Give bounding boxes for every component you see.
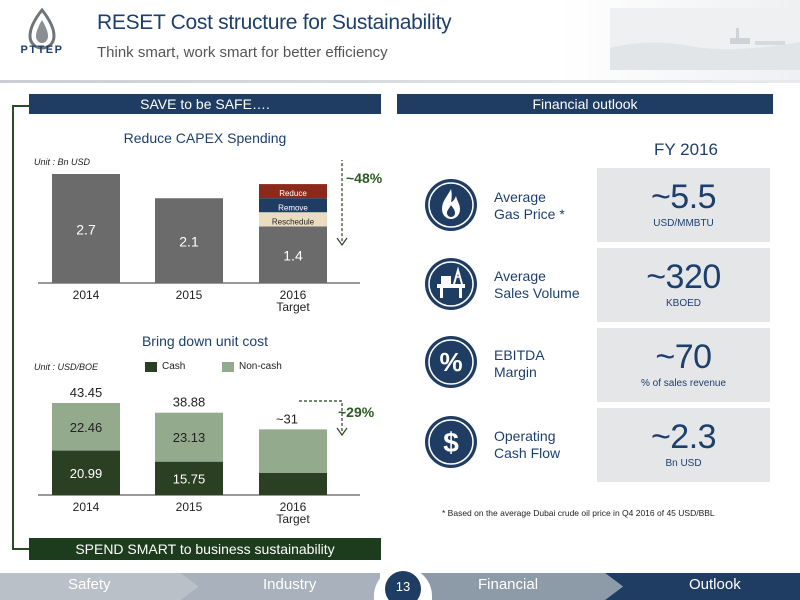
metric-unit: KBOED bbox=[665, 298, 701, 309]
bar bbox=[259, 226, 327, 283]
bar-cash bbox=[259, 472, 327, 495]
bracket-line bbox=[12, 548, 32, 550]
footer-step-industry: Industry bbox=[263, 576, 317, 593]
bar-cash bbox=[155, 461, 223, 495]
bar-cash bbox=[52, 450, 120, 495]
bar bbox=[155, 198, 223, 283]
metric-label-line: Operating bbox=[494, 428, 556, 444]
bar-segment bbox=[259, 212, 327, 227]
header-scenery-graphic bbox=[610, 8, 800, 70]
bar-noncash bbox=[155, 412, 223, 462]
change-arrow-icon bbox=[336, 237, 348, 247]
footer-step-outlook: Outlook bbox=[689, 576, 741, 593]
bracket-line bbox=[12, 105, 32, 107]
page-number: 13 bbox=[385, 571, 421, 600]
financial-outlook-banner: Financial outlook bbox=[397, 94, 773, 114]
change-arrow-icon bbox=[336, 427, 348, 437]
data-label-noncash: 22.46 bbox=[70, 420, 103, 435]
change-label: ~29% bbox=[338, 404, 375, 420]
page-title: RESET Cost structure for Sustainability bbox=[97, 11, 452, 34]
x-tick-label: 2015 bbox=[176, 500, 203, 514]
data-label-cash: 20.99 bbox=[70, 466, 103, 481]
x-tick-label: 2014 bbox=[73, 500, 100, 514]
metric-box-ebitda: ~70 % of sales revenue bbox=[597, 328, 770, 404]
metric-unit: USD/MMBTU bbox=[653, 218, 714, 229]
metric-label-line: Cash Flow bbox=[494, 445, 561, 461]
metric-label-line: Average bbox=[494, 189, 546, 205]
header-divider bbox=[0, 80, 800, 83]
bar-noncash bbox=[259, 429, 327, 473]
metric-label-gas-price: Average Gas Price * bbox=[494, 189, 565, 223]
x-tick-label: Target bbox=[276, 300, 310, 314]
bracket-line bbox=[12, 105, 14, 550]
change-bracket bbox=[341, 160, 343, 243]
legend-swatch-cash bbox=[145, 362, 157, 372]
data-label-noncash: 23.13 bbox=[173, 430, 206, 445]
footer-step-safety: Safety bbox=[68, 576, 111, 593]
x-tick-label: 2014 bbox=[73, 288, 100, 302]
capex-chart-title: Reduce CAPEX Spending bbox=[123, 130, 287, 146]
x-tick-label: Target bbox=[276, 512, 310, 526]
oil-platform-icon bbox=[425, 258, 477, 310]
metric-value: ~5.5 bbox=[650, 178, 717, 216]
data-label: 1.4 bbox=[283, 248, 303, 264]
total-label: 43.45 bbox=[70, 385, 103, 400]
metric-label-line: Average bbox=[494, 268, 546, 284]
total-label: ~31 bbox=[276, 411, 298, 426]
metric-box-cash-flow: ~2.3 Bn USD bbox=[597, 408, 770, 484]
dollar-icon: $ bbox=[425, 416, 477, 468]
segment-label: Reschedule bbox=[272, 217, 315, 226]
svg-text:%: % bbox=[439, 347, 462, 377]
legend-label-cash: Cash bbox=[162, 361, 186, 372]
metric-box-gas-price: ~5.5 USD/MMBTU bbox=[597, 168, 770, 244]
metric-label-cash-flow: Operating Cash Flow bbox=[494, 428, 560, 462]
brand-name: PTTEP bbox=[20, 44, 64, 56]
change-bracket bbox=[299, 400, 343, 433]
metric-label-line: Sales Volume bbox=[494, 285, 580, 301]
fiscal-year-label: FY 2016 bbox=[654, 140, 718, 159]
legend-label-noncash: Non-cash bbox=[239, 361, 282, 372]
footer-step-financial: Financial bbox=[478, 576, 539, 593]
footer-progress-bar bbox=[0, 573, 800, 600]
percent-icon: % bbox=[425, 336, 477, 388]
metric-unit: % of sales revenue bbox=[640, 378, 727, 389]
metric-value: ~70 bbox=[655, 338, 712, 376]
metric-value: ~2.3 bbox=[650, 418, 717, 456]
metric-value: ~320 bbox=[646, 258, 721, 296]
metric-label-line: Gas Price * bbox=[494, 206, 565, 222]
metric-label-ebitda: EBITDA Margin bbox=[494, 347, 545, 381]
svg-text:$: $ bbox=[443, 427, 459, 458]
total-label: 38.88 bbox=[173, 395, 206, 410]
data-label-cash: 15.75 bbox=[173, 471, 206, 486]
x-tick-label: 2016 bbox=[280, 500, 307, 514]
pttep-logo-icon bbox=[28, 7, 56, 50]
metric-box-sales-volume: ~320 KBOED bbox=[597, 248, 770, 324]
metric-label-sales-volume: Average Sales Volume bbox=[494, 268, 580, 302]
metric-label-line: EBITDA bbox=[494, 347, 545, 363]
bar-segment bbox=[259, 184, 327, 199]
capex-bar-chart: 2.7 2014 2.1 2015 1.4 Reduce Remove Reschedule ~… bbox=[38, 160, 383, 314]
unit-cost-bar-chart: 20.99 22.46 43.45 2014 15.75 23.13 38.88 2015 ~3… bbox=[38, 385, 375, 526]
bar-noncash bbox=[52, 403, 120, 451]
spend-smart-banner: SPEND SMART to business sustainability bbox=[29, 538, 381, 560]
bar-segment bbox=[259, 198, 327, 213]
unit-cost-chart-title: Bring down unit cost bbox=[141, 333, 269, 349]
flame-icon bbox=[425, 179, 477, 231]
save-section-banner: SAVE to be SAFE…. bbox=[29, 94, 381, 114]
metric-unit: Bn USD bbox=[665, 458, 702, 469]
legend-swatch-noncash bbox=[222, 362, 234, 372]
footnote: * Based on the average Dubai crude oil p… bbox=[442, 508, 715, 518]
metric-label-line: Margin bbox=[494, 364, 537, 380]
bar bbox=[52, 174, 120, 283]
x-tick-label: 2015 bbox=[176, 288, 203, 302]
segment-label: Remove bbox=[278, 203, 308, 212]
data-label: 2.1 bbox=[179, 234, 199, 250]
segment-label: Reduce bbox=[279, 189, 307, 198]
change-label: ~48% bbox=[346, 170, 383, 186]
capex-unit-label: Unit : Bn USD bbox=[34, 157, 91, 167]
data-label: 2.7 bbox=[76, 222, 96, 238]
unit-cost-unit-label: Unit : USD/BOE bbox=[34, 362, 99, 372]
x-tick-label: 2016 bbox=[280, 288, 307, 302]
page-subtitle: Think smart, work smart for better effic… bbox=[97, 44, 388, 61]
